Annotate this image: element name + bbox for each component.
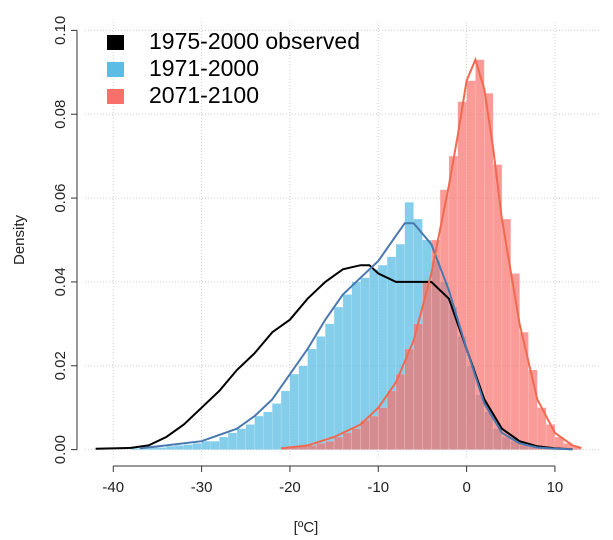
histogram-bar (227, 432, 238, 450)
histogram-bar (280, 390, 291, 450)
histogram-bar (395, 373, 406, 450)
histogram-bar (466, 80, 476, 450)
histogram-bar (325, 440, 335, 450)
histogram-bar (183, 444, 194, 450)
legend-swatch (107, 89, 124, 104)
legend-label: 1971-2000 (149, 55, 259, 81)
histogram-bar (307, 445, 317, 450)
histogram-bar (333, 306, 344, 450)
histogram-bar (378, 407, 388, 450)
histogram-bar (236, 428, 247, 450)
histogram-bar (263, 411, 273, 450)
histogram-bar (386, 390, 397, 450)
x-tick-label: -20 (279, 479, 301, 496)
histogram-bar (342, 294, 353, 450)
histogram-bar (157, 447, 167, 450)
histogram-bar (166, 446, 176, 450)
histogram-bar (316, 443, 326, 450)
histogram-bar (333, 436, 344, 450)
histogram-bar (192, 443, 202, 450)
histogram-bar (201, 440, 211, 450)
y-tick-label: 0.10 (52, 16, 69, 45)
histogram-bar (210, 440, 220, 450)
x-tick-label: -30 (191, 479, 213, 496)
density-line (139, 222, 573, 451)
legend-swatch (107, 62, 124, 77)
y-axis-label: Density (11, 214, 28, 265)
histogram-bar (342, 432, 353, 450)
histogram-bar (245, 424, 255, 450)
legend-swatch (107, 35, 124, 50)
histogram-bar (519, 331, 529, 450)
y-tick-label: 0.08 (52, 100, 69, 129)
x-tick-label: 0 (462, 479, 470, 496)
histogram-bar (404, 348, 414, 450)
x-tick-label: -10 (367, 479, 389, 496)
y-tick-label: 0.04 (52, 267, 69, 296)
histogram-bar (360, 420, 370, 450)
histogram-bar (369, 415, 379, 450)
y-tick-label: 0.00 (52, 435, 69, 464)
density-line (280, 56, 582, 450)
histogram-bar (174, 445, 185, 450)
histogram-bar (413, 323, 423, 450)
x-tick-label: -40 (102, 479, 124, 496)
histogram-bar (457, 101, 467, 450)
histogram-bar (316, 336, 326, 450)
histogram-bar (272, 403, 282, 450)
histogram-bar (351, 428, 361, 450)
histogram-bar (307, 348, 317, 450)
histogram-bar (254, 415, 264, 450)
x-tick-label: 10 (547, 479, 564, 496)
histogram-bar (422, 281, 432, 450)
histogram-bar (501, 218, 512, 450)
density-line (95, 264, 573, 451)
x-axis-label: [ºC] (294, 519, 319, 536)
histogram-bar (298, 365, 308, 450)
histogram-bar (219, 436, 229, 450)
legend-label: 1975-2000 observed (149, 28, 360, 54)
legend-label: 2071-2100 (149, 82, 259, 108)
histograms (130, 59, 582, 450)
histogram-bar (325, 323, 335, 450)
histogram-bar (484, 93, 494, 450)
histogram-bar (289, 373, 300, 450)
histogram-bar (439, 189, 450, 450)
y-tick-label: 0.06 (52, 183, 69, 212)
y-tick-label: 0.02 (52, 351, 69, 380)
